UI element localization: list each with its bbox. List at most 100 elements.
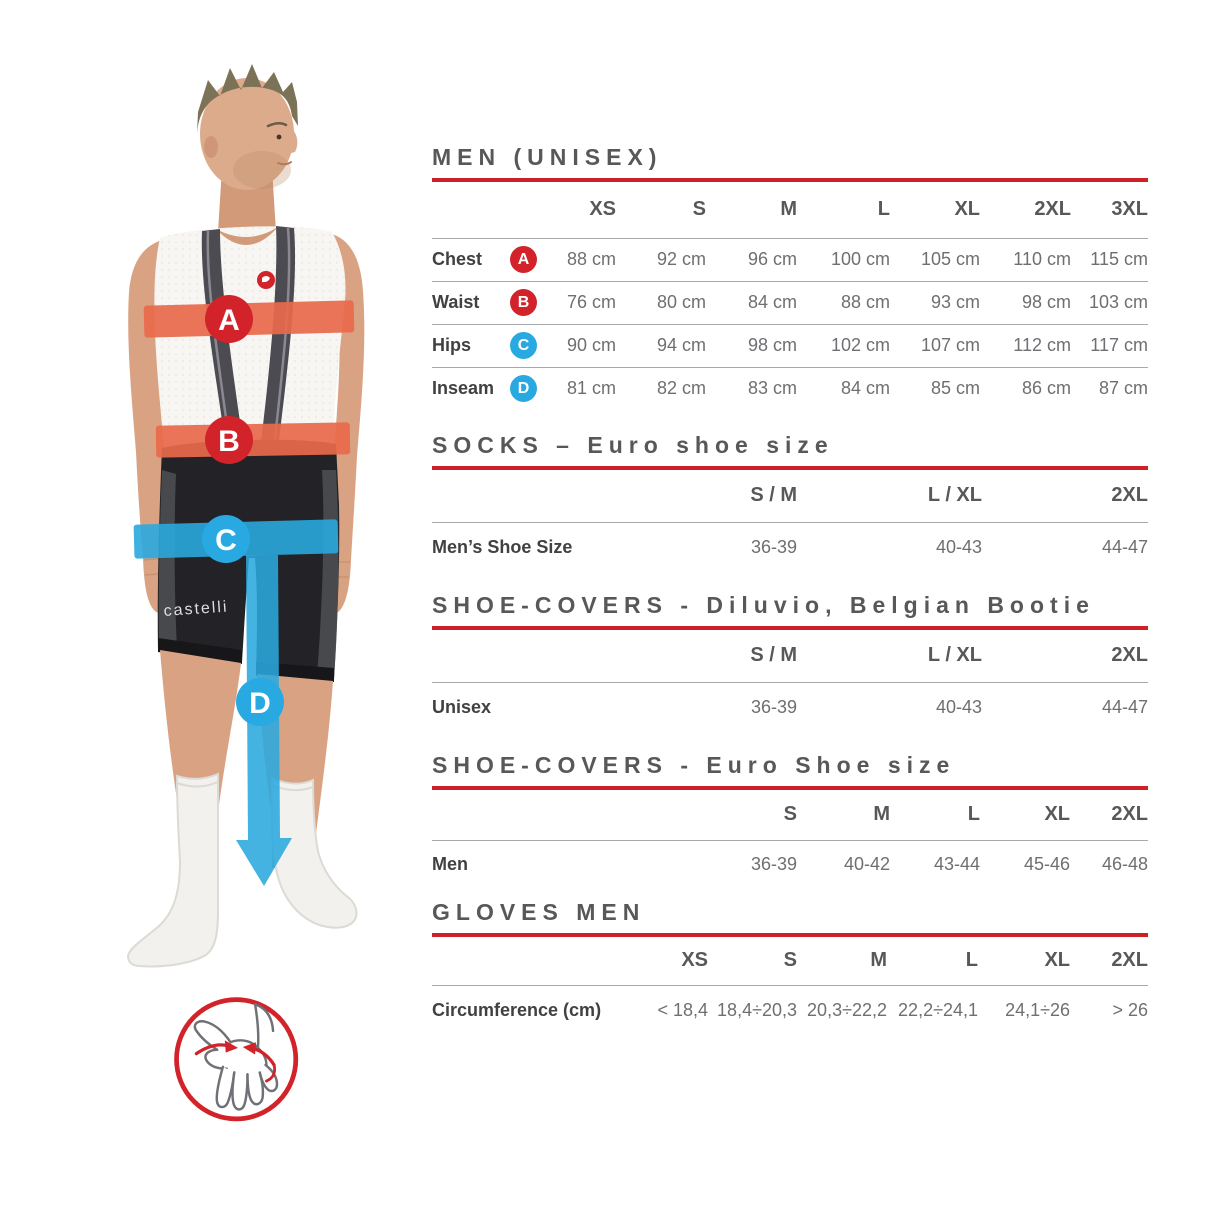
column-header: S / M <box>750 484 797 507</box>
size-value: 96 cm <box>747 249 797 269</box>
marker-badge-a: A <box>205 295 253 343</box>
size-table-section: MEN (UNISEX) XS S M L XL 2XL 3XL Chest A 88 cm 92 c… <box>432 140 1148 410</box>
size-value: 85 cm <box>930 378 980 399</box>
column-header-spacer <box>432 630 632 682</box>
size-value: 112 cm <box>1013 335 1071 355</box>
size-value: 90 cm <box>566 335 616 355</box>
size-value: 80 cm <box>656 292 706 312</box>
man-figure-svg: castelli <box>126 64 365 968</box>
size-value: 87 cm <box>1098 378 1148 399</box>
column-header: M <box>870 949 887 972</box>
column-header: XS <box>589 198 616 221</box>
column-header: 2XL <box>1111 949 1148 972</box>
title-red-underline <box>432 933 1148 937</box>
column-header: M <box>873 803 890 826</box>
size-value: 94 cm <box>656 335 706 355</box>
size-value: 36-39 <box>750 853 797 874</box>
size-table: XS S M L XL 2XL 3XL Chest A 88 cm 92 cm 96 cm 100 cm… <box>432 182 1148 410</box>
column-header: M <box>780 198 797 221</box>
title-red-underline <box>432 466 1148 470</box>
size-table-section: SHOE-COVERS - Euro Shoe size S M L XL 2XL Men 3… <box>432 748 1148 888</box>
measure-badge-b: B <box>510 289 537 316</box>
base-layer-top <box>154 226 346 479</box>
title-red-underline <box>432 626 1148 630</box>
size-value: 110 cm <box>1013 249 1071 269</box>
size-value: 100 cm <box>830 249 890 269</box>
row-label: Circumference (cm) <box>432 999 602 1020</box>
size-table: S / M L / XL 2XL Unisex 36-39 40-43 44-47 <box>432 630 1148 732</box>
column-header-spacer <box>432 937 617 985</box>
table-title: SHOE-COVERS - Diluvio, Belgian Bootie <box>432 592 1095 618</box>
size-table-section: SOCKS – Euro shoe size S / M L / XL 2XL Men’… <box>432 428 1148 572</box>
column-header: XL <box>1044 949 1070 972</box>
shorts-logo-text: castelli <box>163 599 229 620</box>
measure-badge-c: C <box>510 332 537 359</box>
column-header: L <box>965 949 978 972</box>
size-value: 92 cm <box>656 249 706 269</box>
hand-circumference-svg <box>174 997 299 1122</box>
size-tables: MEN (UNISEX) XS S M L XL 2XL 3XL Chest A 88 cm 92 c… <box>432 0 1148 1214</box>
column-header: S <box>783 949 797 972</box>
size-value: 117 cm <box>1090 335 1148 355</box>
size-value: 102 cm <box>830 335 890 355</box>
table-title: SHOE-COVERS - Euro Shoe size <box>432 752 956 778</box>
size-value: < 18,4 <box>657 999 708 1020</box>
size-value: 46-48 <box>1101 853 1148 874</box>
column-header: 2XL <box>1111 803 1148 826</box>
size-value: 88 cm <box>840 292 890 312</box>
column-header: 2XL <box>1034 198 1071 221</box>
size-value: 84 cm <box>747 292 797 312</box>
size-value: > 26 <box>1112 999 1148 1020</box>
column-header: S <box>692 198 706 221</box>
column-header: XL <box>954 198 980 221</box>
size-value: 44-47 <box>1101 696 1148 717</box>
column-header: XS <box>681 949 708 972</box>
column-header: L / XL <box>927 644 982 667</box>
size-value: 81 cm <box>566 378 616 399</box>
head <box>197 64 298 232</box>
size-table-section: GLOVES MEN XS S M L XL 2XL Circumference (cm) < … <box>432 895 1148 1035</box>
size-value: 45-46 <box>1023 853 1070 874</box>
measure-badge-d: D <box>510 375 537 403</box>
socks <box>126 772 358 968</box>
column-header: L / XL <box>927 484 982 507</box>
size-value: 82 cm <box>656 378 706 399</box>
measure-badge-a: A <box>510 246 537 273</box>
marker-badge-c: C <box>202 515 250 563</box>
size-value: 88 cm <box>566 249 616 269</box>
svg-text:A: A <box>218 304 240 337</box>
size-value: 98 cm <box>1021 292 1071 312</box>
marker-badge-d: D <box>236 678 284 726</box>
marker-badge-b: B <box>205 416 253 464</box>
table-title: SOCKS – Euro shoe size <box>432 432 834 458</box>
size-value: 115 cm <box>1090 249 1148 269</box>
size-table: S / M L / XL 2XL Men’s Shoe Size 36-39 40-43 4… <box>432 470 1148 572</box>
size-value: 86 cm <box>1021 378 1071 399</box>
size-value: 36-39 <box>750 696 797 717</box>
size-value: 107 cm <box>920 335 980 355</box>
size-value: 44-47 <box>1101 536 1148 557</box>
size-value: 43-44 <box>933 853 980 874</box>
size-table: XS S M L XL 2XL Circumference (cm) < 18,4 18,4÷2… <box>432 937 1148 1035</box>
size-value: 76 cm <box>566 292 616 312</box>
castelli-logo <box>257 271 275 289</box>
bib-shorts: castelli <box>157 439 340 682</box>
column-header: S / M <box>750 644 797 667</box>
column-header: 2XL <box>1111 484 1148 507</box>
title-red-underline <box>432 178 1148 182</box>
column-header: 3XL <box>1111 198 1148 221</box>
row-label: Men <box>432 853 468 874</box>
table-title: GLOVES MEN <box>432 899 646 925</box>
row-label: Hips <box>432 335 472 355</box>
size-value: 103 cm <box>1088 292 1148 312</box>
column-header: L <box>967 803 980 826</box>
size-value: 83 cm <box>747 378 797 399</box>
size-value: 105 cm <box>920 249 980 269</box>
size-value: 84 cm <box>840 378 890 399</box>
size-table: S M L XL 2XL Men 36-39 40-42 43-44 45-46 46-48 <box>432 790 1148 888</box>
column-header: XL <box>1044 803 1070 826</box>
row-label: Chest <box>432 249 483 269</box>
size-table-section: SHOE-COVERS - Diluvio, Belgian Bootie S /… <box>432 588 1148 732</box>
size-value: 22,2÷24,1 <box>898 999 978 1020</box>
